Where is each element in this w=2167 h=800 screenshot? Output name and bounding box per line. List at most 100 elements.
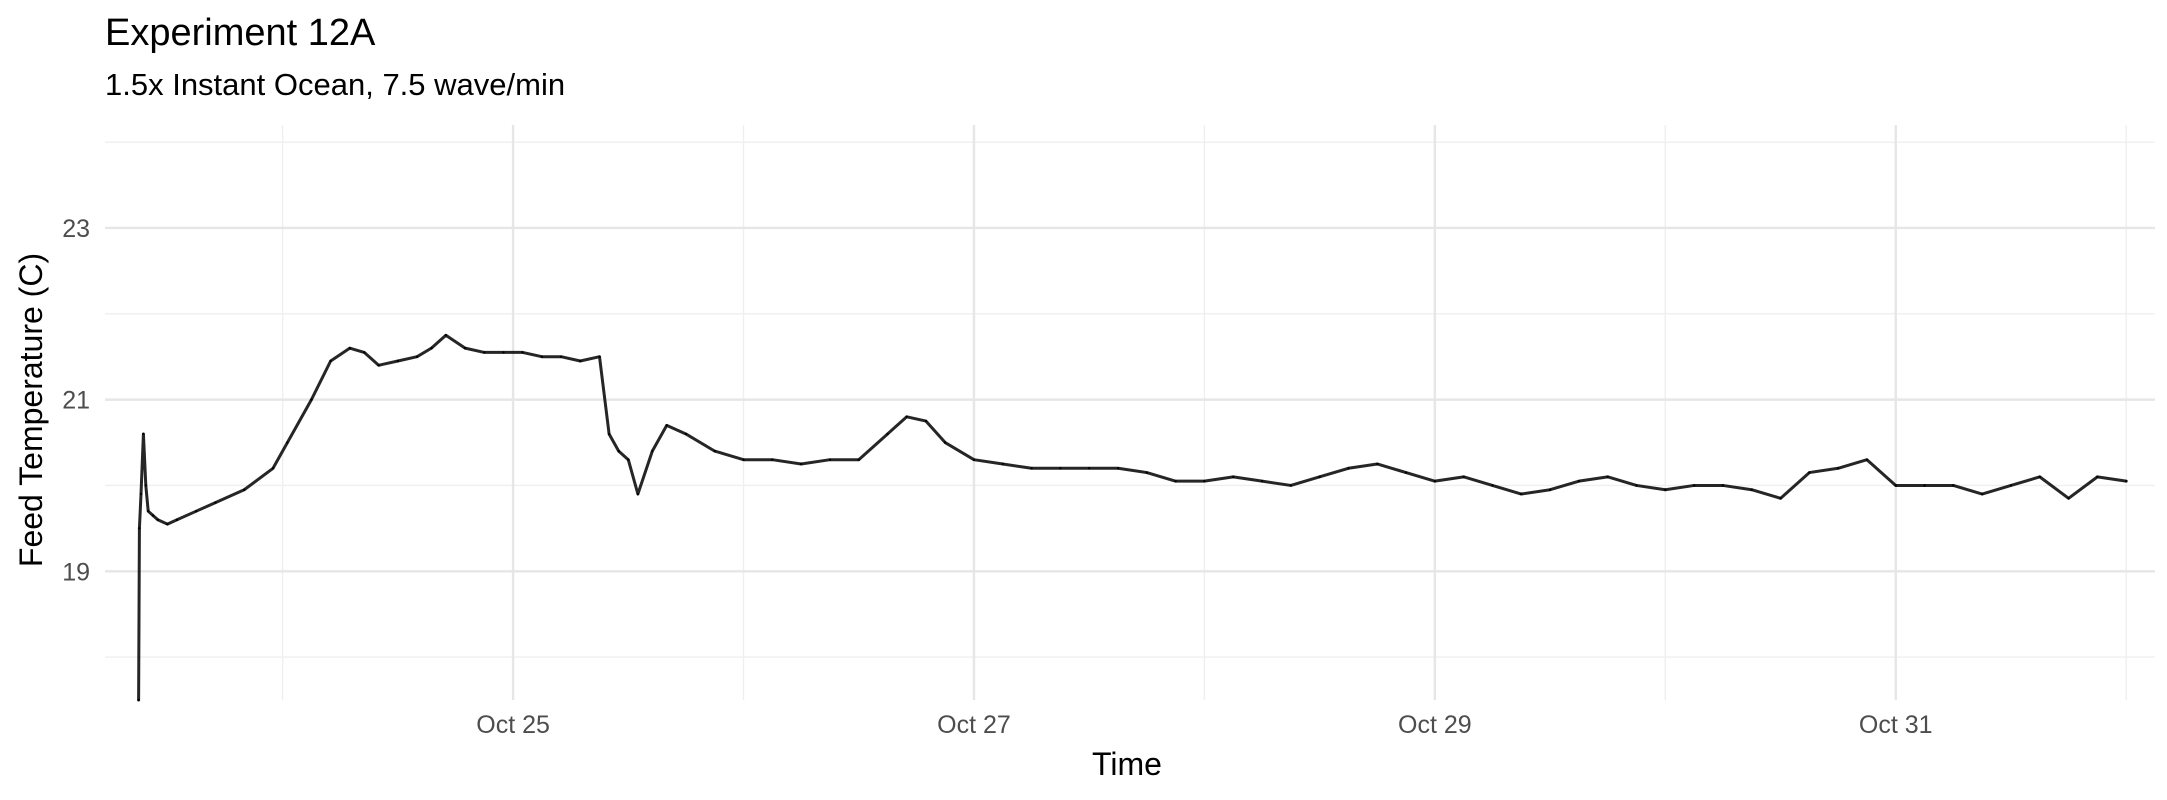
data-point [1087,467,1091,470]
data-point [799,462,803,466]
data-point [742,458,745,461]
chart-subtitle: 1.5x Instant Ocean, 7.5 wave/min [105,67,566,102]
x-axis-title: Time [1092,746,1162,782]
data-point [1030,467,1033,470]
y-tick-label: 23 [62,215,90,243]
data-point [617,449,620,453]
data-point [1692,484,1696,487]
data-point [579,359,582,363]
data-point [1635,484,1638,487]
data-point [1923,484,1926,487]
data-point [444,334,448,337]
data-point [1116,467,1120,470]
data-point [195,509,198,513]
data-point [1808,471,1811,474]
data-point [310,398,313,401]
data-point [363,351,366,354]
data-point [1174,479,1177,483]
x-tick-labels: Oct 25 Oct 27 Oct 29 Oct 31 [476,711,1932,739]
data-point [1721,484,1725,487]
data-point [1894,484,1897,487]
data-point [1462,475,1465,479]
data-point [243,488,246,491]
data-point [348,346,352,350]
x-tick-label: Oct 29 [1398,711,1472,739]
data-point [943,441,947,444]
data-point [1664,488,1667,491]
data-point [214,501,217,504]
data-point [463,346,467,350]
x-tick-label: Oct 31 [1859,711,1933,739]
data-point [651,449,654,453]
data-point [483,351,486,354]
data-point [627,458,630,461]
data-point [1059,467,1062,470]
data-point [636,492,640,496]
data-point [2009,484,2013,487]
data-point [1980,492,1984,496]
data-point [175,518,179,521]
chart-title: Experiment 12A [105,12,376,54]
series-layer [137,333,2128,702]
data-point [329,359,332,363]
data-point [502,351,505,354]
data-point [1289,484,1293,487]
data-point [1347,467,1350,470]
data-point [1865,458,1869,461]
data-point [2038,475,2041,479]
data-point [665,424,668,427]
data-point [151,514,155,517]
data-point [137,698,140,702]
data-point [905,415,908,418]
data-point [1260,479,1264,483]
data-point [1145,471,1149,474]
data-point [886,432,889,436]
series-line [137,333,2128,702]
data-point [147,509,150,513]
data-point [430,346,433,350]
data-point [166,522,169,526]
data-point [286,441,289,444]
data-point [559,355,563,358]
data-point [713,449,716,453]
x-tick-label: Oct 27 [937,711,1011,739]
data-point [415,355,419,358]
data-point [1750,488,1753,491]
data-point [540,355,544,358]
data-point [2096,475,2099,479]
y-tick-label: 21 [62,387,90,415]
data-point [1001,462,1004,466]
data-point [1548,488,1552,491]
data-point [1779,497,1782,500]
y-axis-title: Feed Temperature (C) [13,253,49,567]
data-point [828,458,832,461]
data-point [972,458,976,461]
data-point [396,359,400,363]
data-point [139,492,143,496]
data-point [684,432,688,436]
x-tick-label: Oct 25 [476,711,550,739]
data-point [144,484,148,487]
data-point [1203,479,1206,483]
data-point [2124,479,2128,483]
data-point [142,432,145,436]
data-point [271,467,275,470]
data-point [1433,479,1437,483]
minor-gridlines [105,125,2155,700]
data-point [1232,475,1235,479]
data-point [607,432,611,436]
data-point [1318,475,1321,479]
data-point [2067,497,2070,500]
data-point [1404,471,1408,474]
data-point [857,458,860,461]
major-gridlines [105,125,2155,700]
data-point [521,351,524,354]
data-point [1606,475,1609,479]
data-point [1376,462,1379,466]
y-tick-label: 19 [62,558,90,586]
data-point [1836,467,1840,470]
y-tick-labels: 19 21 23 [62,215,90,586]
data-point [924,419,928,423]
data-point [138,527,141,530]
data-point [771,458,774,461]
